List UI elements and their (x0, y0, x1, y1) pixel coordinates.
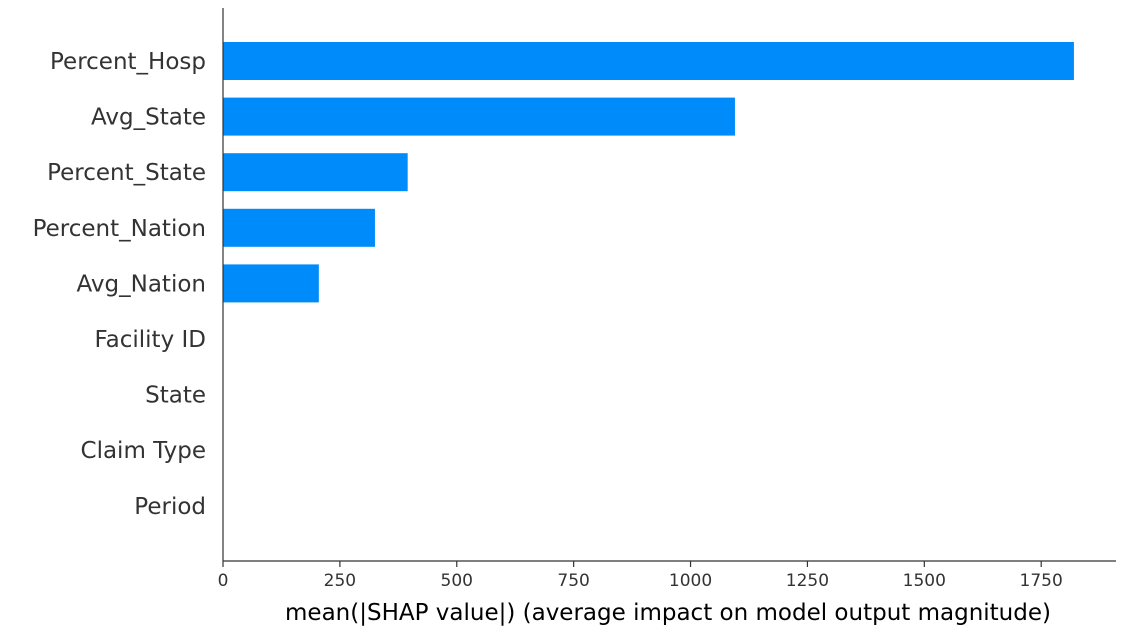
x-tick-label: 1250 (786, 571, 829, 591)
x-tick-label: 1000 (669, 571, 712, 591)
x-tick-label: 1750 (1020, 571, 1063, 591)
bars-layer (223, 42, 1074, 303)
feature-label: State (145, 383, 206, 409)
feature-label: Percent_Hosp (50, 49, 206, 75)
feature-label: Claim Type (81, 438, 206, 464)
feature-label: Percent_Nation (33, 216, 206, 242)
x-tick-label: 500 (441, 571, 473, 591)
bar-percent-state (223, 153, 408, 192)
x-tick-label: 250 (324, 571, 356, 591)
bar-avg-state (223, 97, 735, 136)
x-ticks: 0 250 500 750 1000 1250 1500 1750 (218, 561, 1063, 591)
x-tick-label: 0 (218, 571, 229, 591)
feature-label: Facility ID (95, 327, 206, 353)
bar-percent-nation (223, 208, 375, 247)
bar-avg-nation (223, 264, 319, 303)
feature-label: Percent_State (47, 160, 206, 186)
feature-label: Avg_State (91, 105, 206, 131)
x-tick-label: 1500 (903, 571, 946, 591)
feature-label: Period (134, 494, 206, 520)
bar-percent-hosp (223, 42, 1074, 80)
feature-labels: Percent_Hosp Avg_State Percent_State Percen… (33, 49, 206, 520)
feature-label: Avg_Nation (77, 271, 206, 297)
x-axis-title: mean(|SHAP value|) (average impact on mo… (285, 600, 1051, 626)
x-tick-label: 750 (557, 571, 589, 591)
